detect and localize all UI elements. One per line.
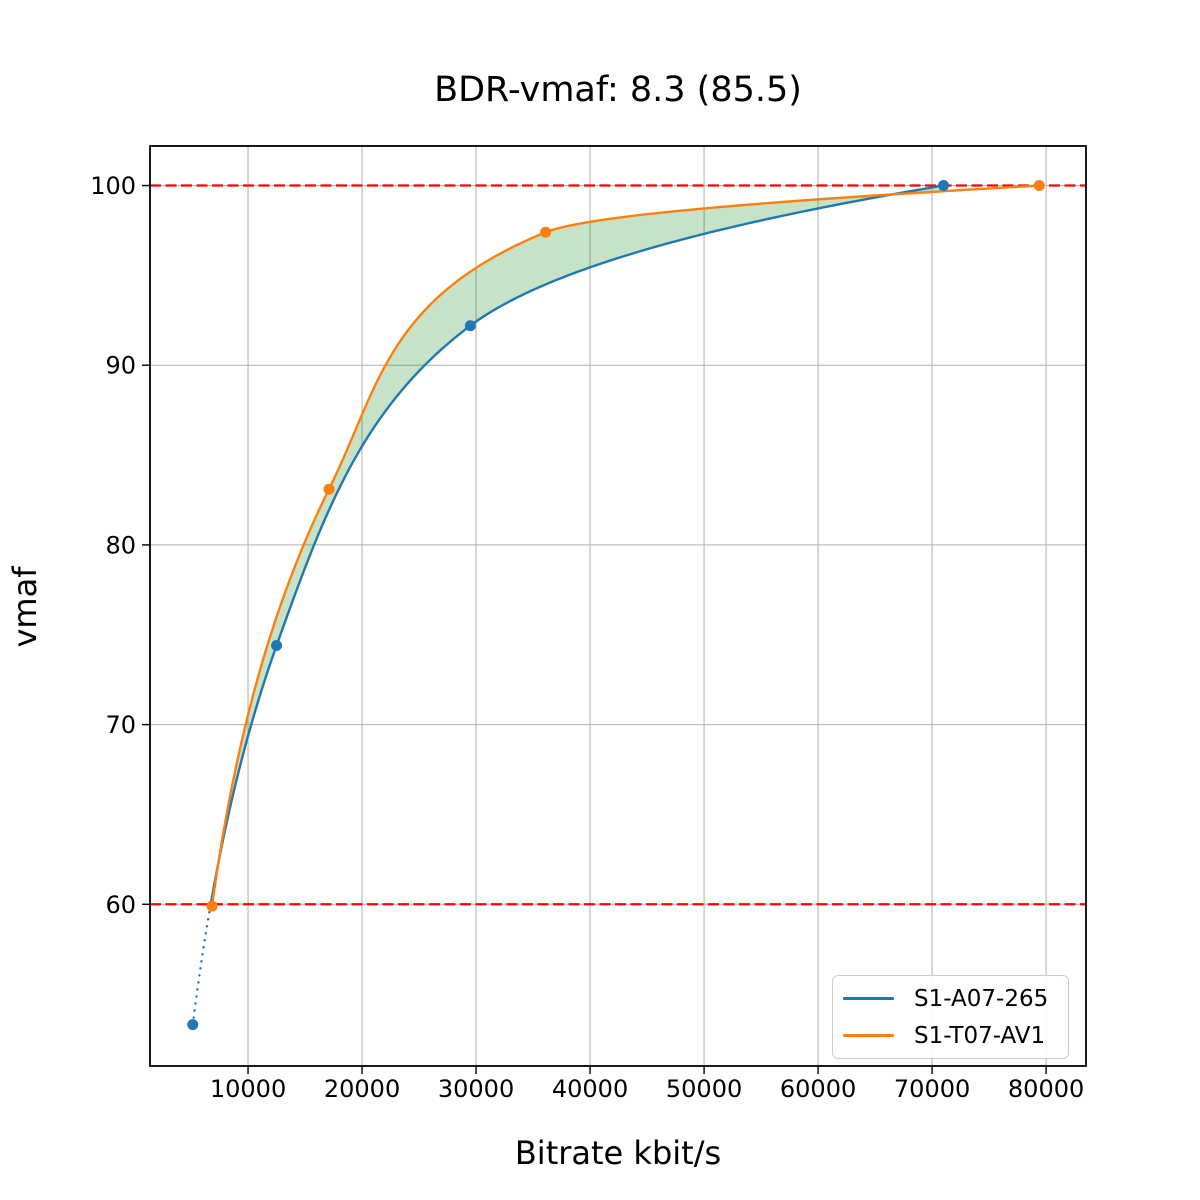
y-tick-label: 60 xyxy=(105,891,136,919)
data-point-S1-A07-265 xyxy=(937,180,949,192)
y-tick-label: 80 xyxy=(105,531,136,559)
x-tick-label: 10000 xyxy=(210,1075,286,1103)
x-tick-label: 80000 xyxy=(1008,1075,1084,1103)
x-tick-label: 20000 xyxy=(324,1075,400,1103)
chart-title: BDR-vmaf: 8.3 (85.5) xyxy=(434,70,802,110)
x-axis-label: Bitrate kbit/s xyxy=(514,1134,722,1172)
x-tick-label: 30000 xyxy=(438,1075,514,1103)
x-tick-label: 50000 xyxy=(666,1075,742,1103)
legend-label: S1-A07-265 xyxy=(914,985,1049,1012)
series-line-S1-A07-265 xyxy=(209,184,944,905)
data-point-S1-A07-265 xyxy=(187,1019,199,1031)
data-point-S1-T07-AV1 xyxy=(206,900,218,912)
y-tick-label: 90 xyxy=(105,352,136,380)
data-point-S1-T07-AV1 xyxy=(540,226,552,238)
data-point-S1-A07-265 xyxy=(464,320,476,332)
x-tick-label: 70000 xyxy=(894,1075,970,1103)
bd-rate-fill-area xyxy=(212,185,944,907)
legend: S1-A07-265 S1-T07-AV1 xyxy=(832,975,1069,1059)
x-tick-label: 60000 xyxy=(780,1075,856,1103)
data-point-S1-A07-265 xyxy=(271,640,283,652)
series-line-S1-T07-AV1 xyxy=(210,184,1040,907)
axes-frame xyxy=(149,145,1087,1067)
data-point-S1-T07-AV1 xyxy=(1033,180,1045,192)
data-point-S1-T07-AV1 xyxy=(323,483,335,495)
y-tick-label: 70 xyxy=(105,711,136,739)
legend-line-swatch xyxy=(843,1034,894,1037)
x-tick-label: 40000 xyxy=(552,1075,628,1103)
y-tick-label: 100 xyxy=(90,172,136,200)
legend-line-swatch xyxy=(843,997,894,1000)
series-line-dotted-S1-A07-265 xyxy=(191,904,212,1026)
legend-entry: S1-T07-AV1 xyxy=(833,1017,1068,1054)
legend-label: S1-T07-AV1 xyxy=(914,1022,1046,1049)
legend-entry: S1-A07-265 xyxy=(833,980,1068,1017)
y-axis-label: vmaf xyxy=(6,566,44,648)
